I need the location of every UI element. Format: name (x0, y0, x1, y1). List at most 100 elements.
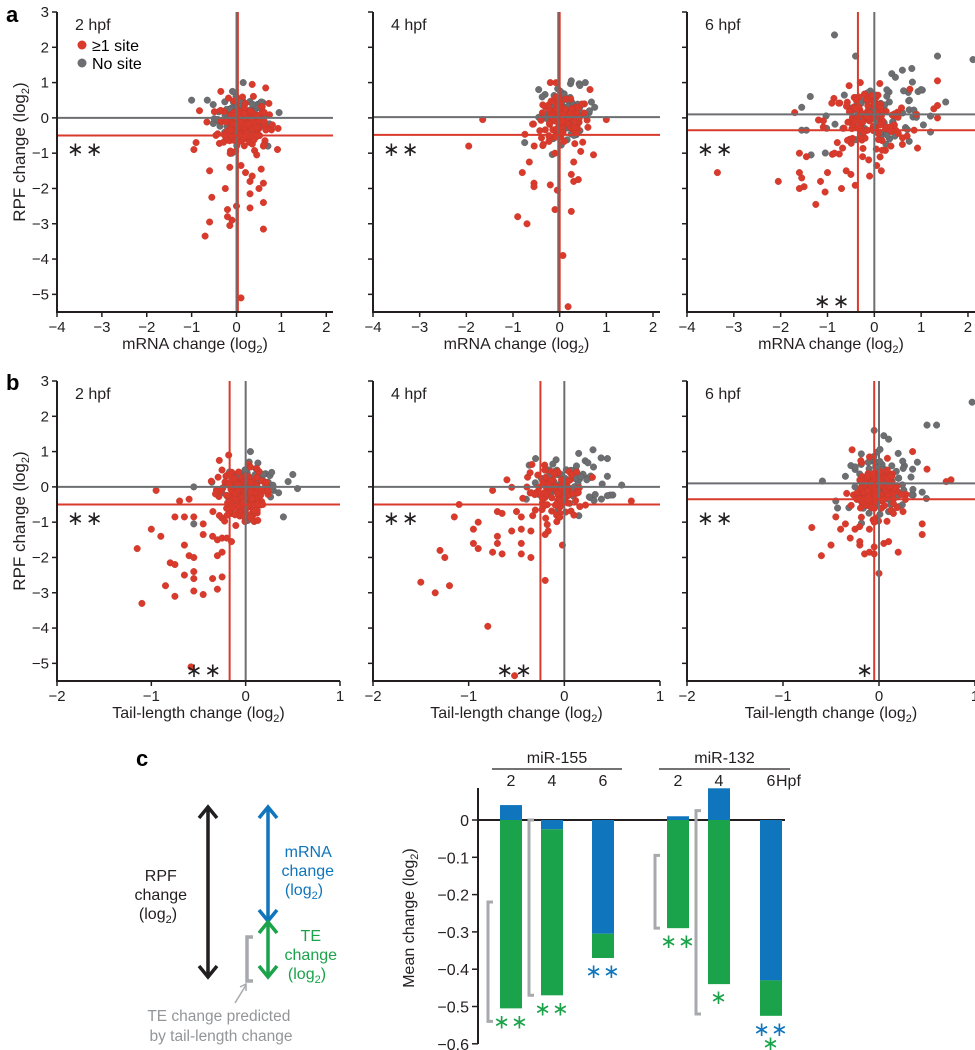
x-tick-label: 0 (560, 688, 568, 705)
point-site (899, 508, 907, 516)
point-site (226, 163, 234, 171)
point-site (865, 156, 873, 164)
point-nosite (885, 435, 893, 443)
point-nosite (532, 455, 540, 463)
points (133, 448, 302, 671)
scatter-a-2hpf: −4 −3 −2 −1 0 1 2 3 2 1 0 −1 −2 −3 −4 −5 2 hpf mRNA chang… (10, 4, 333, 356)
predicted-label: TE change predicted by tail-length chang… (147, 1008, 294, 1045)
point-site (218, 466, 226, 474)
point-site (795, 184, 803, 192)
bar-miR-155-6hpf: 6 ∗∗ (585, 773, 620, 983)
point-nosite (590, 463, 598, 471)
point-site (503, 476, 511, 484)
y-tick-label: 1 (41, 75, 49, 92)
y-tick-label: 2 (41, 39, 49, 56)
point-nosite (597, 454, 605, 462)
x-tick-label: 2 (649, 319, 657, 336)
point-site (864, 102, 872, 110)
point-site (817, 552, 825, 560)
x-tick-label: −1 (183, 319, 200, 336)
point-nosite (909, 485, 917, 493)
point-site (211, 490, 219, 498)
point-site (248, 80, 256, 88)
point-nosite (840, 91, 848, 99)
point-site (231, 511, 239, 519)
point-nosite (289, 471, 297, 479)
point-site (214, 473, 222, 481)
point-site (469, 525, 477, 533)
point-site (265, 99, 273, 107)
point-nosite (275, 489, 283, 497)
bar-miR-132-4hpf: 4∗ (694, 773, 730, 1016)
te-segment (667, 820, 689, 929)
points (465, 77, 610, 311)
point-site (841, 520, 849, 528)
point-site (918, 531, 926, 539)
point-site (906, 85, 914, 93)
point-site (209, 508, 217, 516)
point-nosite (597, 495, 605, 503)
point-site (578, 100, 586, 108)
point-site (250, 507, 258, 515)
x-axis-label: mRNA change (log2) (122, 336, 268, 356)
point-nosite (603, 472, 611, 480)
point-nosite (284, 478, 292, 486)
point-site (795, 149, 803, 157)
bar-miR-155-4hpf: 4 ∗∗ (527, 773, 569, 1020)
x-tick-label: −3 (411, 319, 428, 336)
point-site (190, 513, 198, 521)
point-site (469, 539, 477, 547)
point-nosite (806, 92, 814, 100)
point-nosite (575, 449, 583, 457)
significance-te: ∗∗ (493, 1011, 529, 1033)
hpf-tick-label: 4 (548, 773, 557, 790)
point-nosite (591, 103, 599, 111)
point-site (493, 539, 501, 547)
point-nosite (591, 491, 599, 499)
point-site (898, 104, 906, 112)
point-site (545, 137, 553, 145)
point-site (824, 169, 832, 177)
point-site (527, 489, 535, 497)
y-axis-label: RPF change (log2) (10, 82, 32, 221)
point-site (213, 552, 221, 560)
te-predicted-bracket (486, 900, 493, 1023)
point-site (259, 225, 267, 233)
points (808, 398, 975, 577)
point-nosite (228, 87, 236, 95)
point-site (808, 524, 816, 532)
point-site (180, 571, 188, 579)
panel-label-a: a (6, 2, 19, 27)
point-site (241, 99, 249, 107)
point-site (570, 511, 578, 519)
x-tick-label: −4 (364, 319, 381, 336)
point-site (215, 456, 223, 464)
point-nosite (919, 121, 927, 129)
point-site (264, 487, 272, 495)
point-nosite (899, 464, 907, 472)
point-nosite (895, 474, 903, 482)
point-site (268, 121, 276, 129)
point-nosite (584, 459, 592, 467)
group-label: miR-132 (694, 750, 755, 767)
point-site (835, 99, 843, 107)
point-site (253, 473, 261, 481)
point-site (883, 466, 891, 474)
point-site (224, 94, 232, 102)
point-site (542, 514, 550, 522)
point-site (248, 495, 256, 503)
x-axis-label: mRNA change (log2) (758, 336, 904, 356)
point-site (887, 142, 895, 150)
x-tick-label: 0 (875, 688, 883, 705)
point-site (446, 582, 454, 590)
significance-bottom: ∗∗ (186, 660, 224, 682)
point-nosite (549, 460, 557, 468)
point-site (210, 108, 218, 116)
point-site (249, 92, 257, 100)
point-nosite (851, 483, 859, 491)
point-site (262, 84, 270, 92)
point-site (546, 79, 554, 87)
point-site (574, 489, 582, 497)
te-segment (592, 933, 614, 959)
